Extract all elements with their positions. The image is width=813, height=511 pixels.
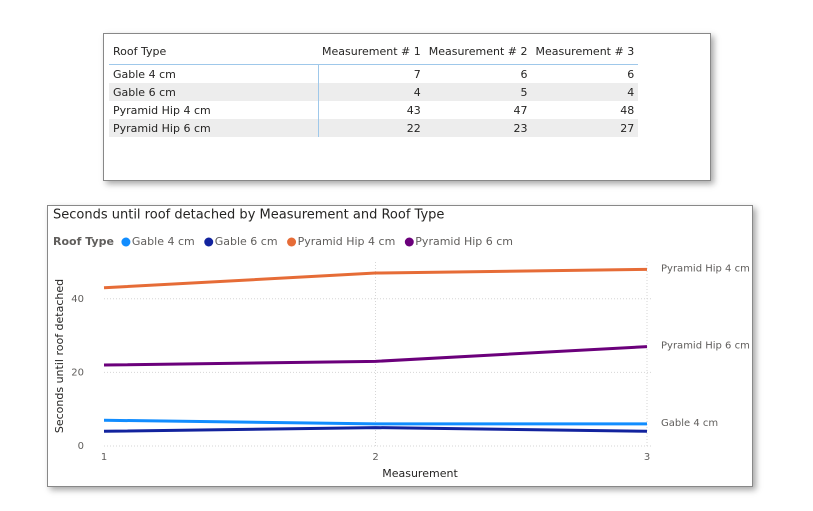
legend-marker <box>287 237 297 247</box>
legend-label: Gable 4 cm <box>132 235 195 248</box>
y-tick-label: 20 <box>71 367 84 378</box>
header-cell: Roof Type <box>109 38 318 65</box>
table-cell: Gable 6 cm <box>109 83 319 101</box>
series-line <box>103 345 648 367</box>
end-label: Gable 4 cm <box>661 418 718 429</box>
header-cell: Measurement # 1 <box>318 38 425 65</box>
chart: Seconds until roof detached by Measureme… <box>53 208 750 481</box>
y-tick-label: 40 <box>71 294 84 305</box>
end-label: Pyramid Hip 6 cm <box>661 341 750 352</box>
series-line <box>103 267 648 290</box>
table-cell: 43 <box>406 103 421 117</box>
table-row: Pyramid Hip 4 cm 43 47 48 <box>109 101 638 119</box>
table-cell: 23 <box>424 119 532 137</box>
table-cell: 6 <box>627 67 635 81</box>
legend-marker <box>204 237 214 247</box>
legend-marker <box>121 237 131 247</box>
y-tick-label: 0 <box>78 441 84 452</box>
legend-label: Pyramid Hip 6 cm <box>415 235 513 248</box>
series-line <box>103 426 648 433</box>
table-cell: 7 <box>413 67 421 81</box>
table-cell: Pyramid Hip 6 cm <box>109 119 319 137</box>
legend-marker <box>404 237 414 247</box>
table-cell: 27 <box>531 119 639 137</box>
legend-title: Roof Type <box>53 235 114 248</box>
table-cell: 4 <box>318 83 425 101</box>
legend-label: Gable 6 cm <box>215 235 278 248</box>
table-row: Gable 6 cm 4 5 4 <box>109 83 639 101</box>
table-row: Pyramid Hip 6 cm 22 23 27 <box>109 119 639 137</box>
x-tick-label: 2 <box>372 452 378 463</box>
x-tick-label: 1 <box>101 452 107 463</box>
chart-title: Seconds until roof detached by Measureme… <box>53 208 444 223</box>
table-cell: Pyramid Hip 4 cm <box>109 101 319 119</box>
end-label: Pyramid Hip 4 cm <box>661 263 750 274</box>
table-cell: 22 <box>318 119 425 137</box>
table-cell: Gable 4 cm <box>109 64 319 83</box>
y-axis-label: Seconds until roof detached <box>53 279 66 433</box>
legend-label: Pyramid Hip 4 cm <box>298 235 396 248</box>
table-cell: 5 <box>424 83 532 101</box>
header-cell: Measurement # 2 <box>424 38 532 65</box>
header-cell: Measurement # 3 <box>531 38 639 65</box>
series-line <box>103 418 647 426</box>
x-axis-label: Measurement <box>382 467 458 480</box>
table-cell: 6 <box>520 67 528 81</box>
chart-visual: Seconds until roof detached by Measureme… <box>47 205 753 487</box>
table-cell: 48 <box>620 103 635 117</box>
x-tick-label: 3 <box>644 452 650 463</box>
table-cell: 4 <box>531 83 639 101</box>
table-cell: 47 <box>513 103 528 117</box>
table-row: Gable 4 cm 7 6 6 <box>109 64 638 83</box>
